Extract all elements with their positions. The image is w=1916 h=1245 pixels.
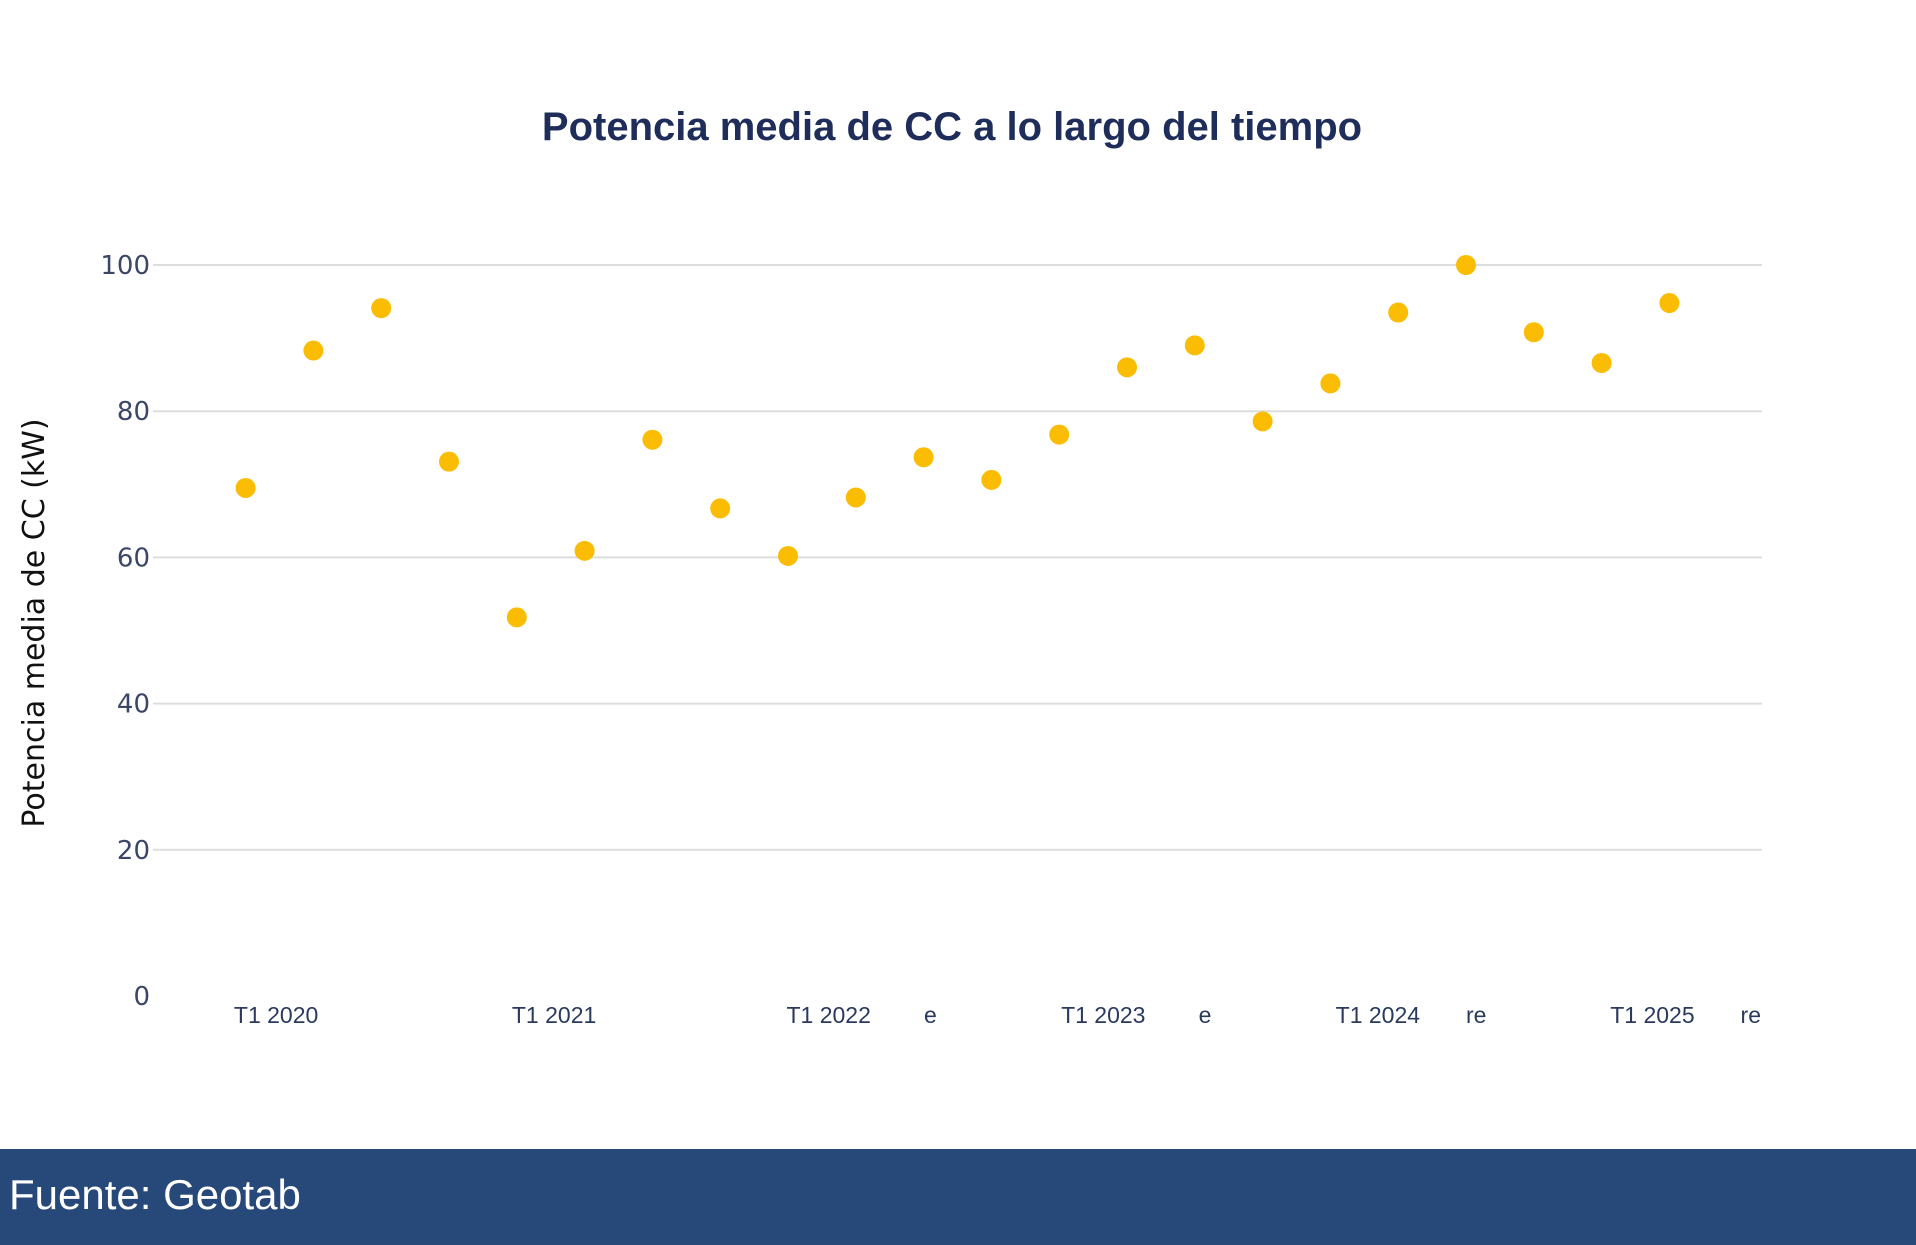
- data-point: [303, 340, 324, 361]
- data-point: [1659, 293, 1680, 314]
- y-tick-labels: 0 20 40 60 80 100: [100, 251, 150, 1012]
- data-point: [845, 487, 866, 508]
- x-tick-label: T1 2022: [786, 1002, 870, 1028]
- gridlines: [153, 264, 1762, 851]
- y-tick-label: 40: [117, 690, 150, 720]
- x-tick-label: T1 2020: [234, 1002, 318, 1028]
- data-point: [574, 540, 595, 561]
- data-point: [778, 545, 798, 566]
- data-point: [1252, 411, 1273, 432]
- data-point: [913, 447, 934, 468]
- x-tick-label: T1 2025: [1610, 1002, 1694, 1028]
- data-point: [981, 469, 1002, 490]
- chart-title: Potencia media de CC a lo largo del tiem…: [542, 105, 1362, 149]
- y-axis-label: Potencia media de CC (kW): [17, 418, 52, 827]
- y-tick-label: 20: [117, 836, 150, 866]
- data-point: [710, 498, 731, 519]
- data-point: [506, 607, 527, 628]
- data-point: [1184, 335, 1205, 356]
- data-point: [1117, 357, 1137, 378]
- x-tick-label: e: [1199, 1002, 1212, 1028]
- data-point: [1388, 302, 1409, 323]
- x-tick-label: T1 2021: [512, 1002, 596, 1028]
- x-tick-label: re: [1741, 1002, 1761, 1028]
- data-point: [1049, 424, 1070, 445]
- scatter-chart: Potencia media de CC a lo largo del tiem…: [17, 105, 1762, 1028]
- y-tick-label: 80: [117, 397, 150, 427]
- x-tick-label: T1 2024: [1336, 1002, 1421, 1028]
- data-point: [1320, 373, 1341, 394]
- y-tick-label: 0: [133, 982, 150, 1012]
- y-tick-label: 100: [100, 251, 150, 281]
- data-point: [235, 477, 256, 498]
- x-tick-label: T1 2023: [1061, 1002, 1145, 1028]
- data-point: [1591, 352, 1612, 373]
- x-tick-labels: T1 2020 T1 2021 T1 2022 e T1 2023 e T1 2024 re T…: [234, 1002, 1761, 1028]
- source-text: Fuente: Geotab: [9, 1171, 301, 1218]
- data-point: [1456, 255, 1476, 275]
- data-point: [1523, 322, 1544, 343]
- data-point: [371, 298, 392, 319]
- data-points: [235, 255, 1680, 628]
- y-tick-label: 60: [117, 543, 150, 573]
- x-tick-label: re: [1466, 1002, 1486, 1028]
- source-footer: Fuente: Geotab: [0, 1149, 1916, 1245]
- data-point: [642, 429, 663, 450]
- data-point: [439, 451, 459, 472]
- x-tick-label: e: [924, 1002, 937, 1028]
